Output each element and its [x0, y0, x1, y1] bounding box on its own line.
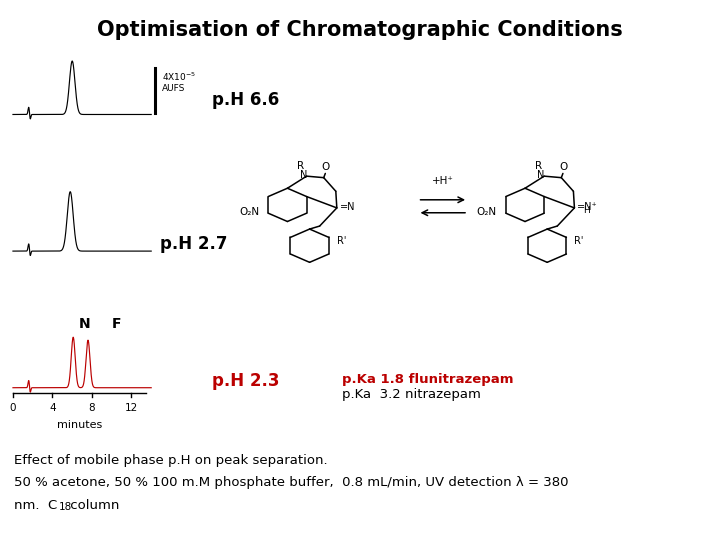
- Text: =N: =N: [340, 202, 356, 212]
- Text: 50 % acetone, 50 % 100 m.M phosphate buffer,  0.8 mL/min, UV detection λ = 380: 50 % acetone, 50 % 100 m.M phosphate buf…: [14, 476, 569, 489]
- Text: p.H 6.6: p.H 6.6: [212, 91, 279, 109]
- Text: 8: 8: [89, 403, 95, 413]
- Text: O: O: [559, 163, 567, 172]
- Text: O₂N: O₂N: [477, 207, 497, 218]
- Text: 12: 12: [125, 403, 138, 413]
- Text: 4: 4: [49, 403, 55, 413]
- Text: H: H: [583, 206, 590, 215]
- Text: 18: 18: [59, 502, 72, 512]
- Text: Optimisation of Chromatographic Conditions: Optimisation of Chromatographic Conditio…: [97, 20, 623, 40]
- Text: 0: 0: [9, 403, 17, 413]
- Text: nm.  C: nm. C: [14, 499, 58, 512]
- Text: N: N: [300, 171, 307, 180]
- Text: column: column: [66, 499, 120, 512]
- Text: =N⁺: =N⁺: [577, 202, 598, 212]
- Text: R: R: [297, 161, 304, 171]
- Text: R': R': [575, 236, 584, 246]
- Text: R': R': [337, 236, 346, 246]
- Text: Effect of mobile phase p.H on peak separation.: Effect of mobile phase p.H on peak separ…: [14, 454, 328, 467]
- Text: p.H 2.3: p.H 2.3: [212, 372, 280, 390]
- Text: p.Ka 1.8 flunitrazepam: p.Ka 1.8 flunitrazepam: [342, 373, 513, 386]
- Text: p.H 2.7: p.H 2.7: [160, 235, 228, 253]
- Text: p.Ka  3.2 nitrazepam: p.Ka 3.2 nitrazepam: [342, 388, 481, 401]
- Text: N: N: [79, 317, 91, 331]
- Text: 4X10$^{-5}$: 4X10$^{-5}$: [162, 70, 196, 83]
- Text: +H⁺: +H⁺: [432, 176, 454, 186]
- Text: N: N: [537, 171, 545, 180]
- Text: AUFS: AUFS: [162, 84, 185, 93]
- Text: O: O: [322, 163, 330, 172]
- Text: O₂N: O₂N: [239, 207, 259, 218]
- Text: R: R: [534, 161, 541, 171]
- Text: minutes: minutes: [57, 420, 102, 430]
- Text: F: F: [112, 317, 122, 331]
